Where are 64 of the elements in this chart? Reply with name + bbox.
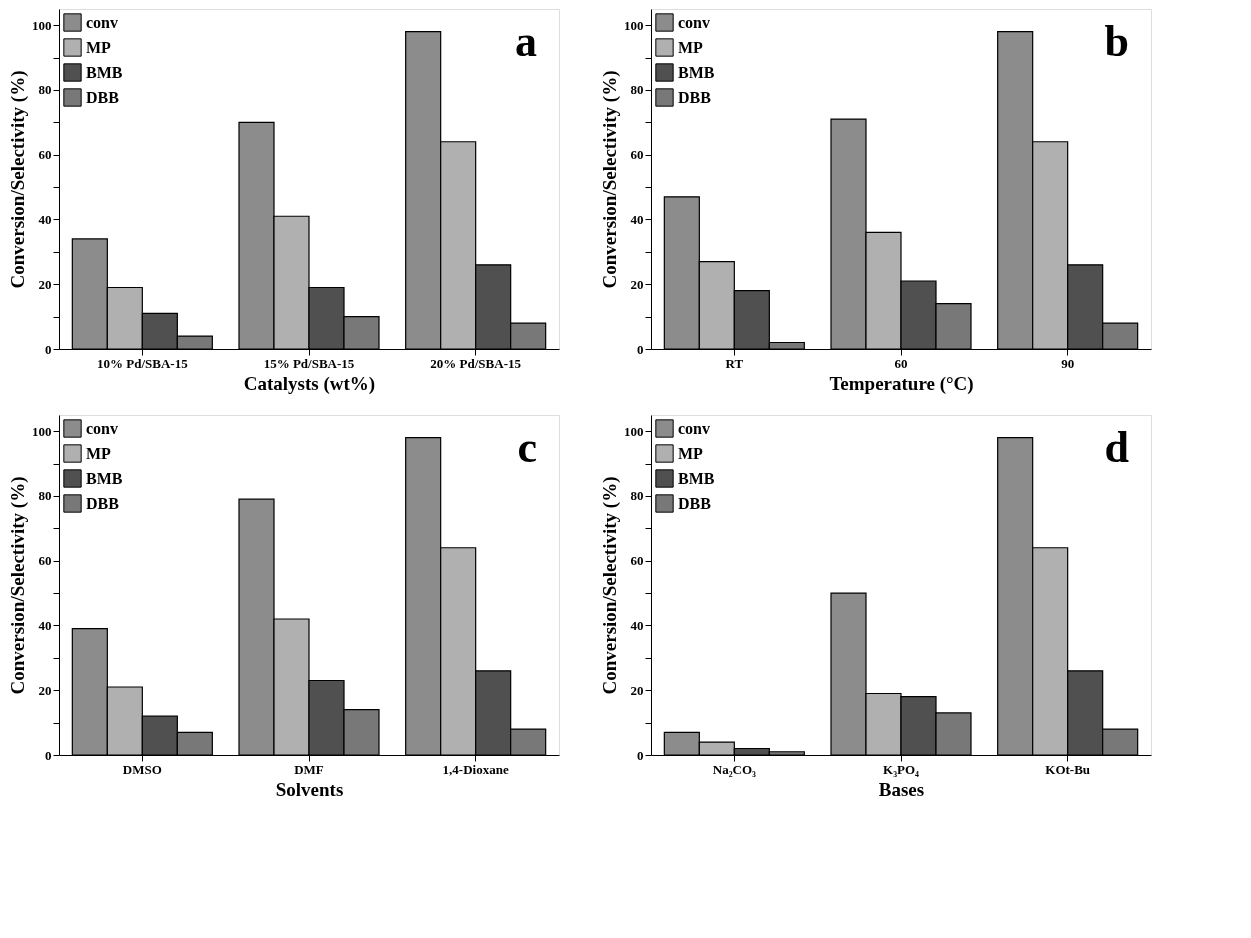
legend-label: BMB: [678, 63, 715, 81]
annotation: d: [1104, 423, 1129, 472]
annotation: a: [515, 17, 537, 66]
y-tick-label: 80: [630, 82, 644, 98]
annotation: b: [1104, 17, 1129, 66]
y-axis-title: Conversion/Selectivity (%): [599, 70, 621, 289]
legend-label: BMB: [86, 63, 123, 81]
y-tick-label: 60: [630, 553, 644, 569]
legend-label: DBB: [86, 88, 120, 106]
x-tick-label: RT: [725, 355, 744, 371]
legend-label: DBB: [86, 494, 120, 512]
x-axis-title: Bases: [878, 778, 925, 800]
x-tick-label: 1,4-Dioxane: [442, 761, 509, 777]
y-tick-label: 0: [45, 341, 52, 357]
y-tick-label: 40: [38, 211, 52, 227]
y-tick-label: 100: [624, 17, 644, 33]
legend-label: DBB: [678, 88, 712, 106]
y-tick-label: 60: [38, 147, 52, 163]
y-tick-label: 0: [45, 747, 52, 763]
y-tick-label: 40: [38, 617, 52, 633]
y-tick-label: 60: [38, 553, 52, 569]
y-tick-label: 80: [38, 82, 52, 98]
y-tick-label: 80: [630, 488, 644, 504]
legend-label: BMB: [678, 469, 715, 487]
y-tick-label: 100: [624, 423, 644, 439]
y-tick-label: 20: [630, 276, 644, 292]
y-axis-title: Conversion/Selectivity (%): [599, 476, 621, 695]
x-tick-label: 20% Pd/SBA-15: [430, 355, 522, 371]
y-tick-label: 100: [32, 423, 52, 439]
x-tick-label: Na₂CO₃: [712, 761, 757, 777]
x-tick-label: DMF: [294, 761, 324, 777]
legend-label: conv: [86, 419, 118, 437]
y-tick-label: 40: [630, 211, 644, 227]
legend-label: conv: [86, 13, 118, 31]
x-tick-label: K₃PO₄: [883, 761, 920, 777]
y-tick-label: 20: [38, 276, 52, 292]
legend-label: MP: [86, 38, 112, 56]
legend-label: conv: [678, 419, 710, 437]
legend-label: MP: [86, 444, 112, 462]
y-axis-title: Conversion/Selectivity (%): [7, 476, 29, 695]
legend-label: conv: [678, 13, 710, 31]
x-axis-title: Catalysts (wt%): [243, 372, 376, 395]
x-axis-title: Temperature (°C): [829, 372, 974, 395]
legend-label: BMB: [86, 469, 123, 487]
legend-label: DBB: [678, 494, 712, 512]
y-tick-label: 20: [630, 682, 644, 698]
y-tick-label: 0: [637, 747, 644, 763]
legend-label: MP: [678, 444, 704, 462]
x-tick-label: 10% Pd/SBA-15: [97, 355, 189, 371]
x-tick-label: DMSO: [122, 761, 162, 777]
x-axis-title: Solvents: [275, 778, 344, 800]
y-tick-label: 0: [637, 341, 644, 357]
legend-label: MP: [678, 38, 704, 56]
y-axis-title: Conversion/Selectivity (%): [7, 70, 29, 289]
y-tick-label: 80: [38, 488, 52, 504]
y-tick-label: 100: [32, 17, 52, 33]
x-tick-label: 90: [1061, 355, 1075, 371]
y-tick-label: 20: [38, 682, 52, 698]
x-tick-label: 15% Pd/SBA-15: [263, 355, 355, 371]
x-tick-label: 60: [894, 355, 908, 371]
y-tick-label: 40: [630, 617, 644, 633]
y-tick-label: 60: [630, 147, 644, 163]
annotation: c: [517, 423, 537, 472]
x-tick-label: KOt-Bu: [1045, 761, 1091, 777]
